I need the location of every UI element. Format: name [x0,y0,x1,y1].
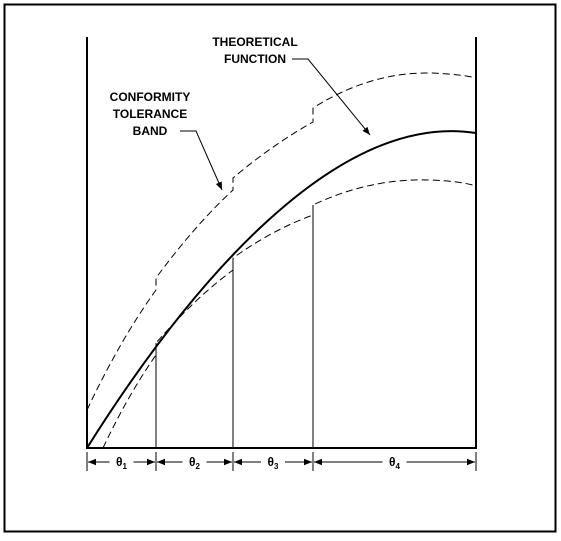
label-line: BAND [133,124,168,138]
interval-label: θ1 [116,455,128,471]
upper-tolerance [86,72,477,411]
interval-symbol: θ [389,455,396,469]
label-line: CONFORMITY [110,90,191,104]
leader-arrow [180,130,223,191]
interval-label: θ4 [389,455,401,471]
label-line: FUNCTION [224,52,286,66]
interval-label: θ2 [189,455,201,471]
interval-subscript: 1 [123,462,128,471]
interval-symbol: θ [268,455,275,469]
interval-subscript: 3 [274,462,279,471]
lower-tolerance [102,179,477,449]
interval-symbol: θ [116,455,123,469]
frame [3,3,557,533]
interval-subscript: 2 [196,462,201,471]
interval-symbol: θ [189,455,196,469]
interval-subscript: 4 [396,462,401,471]
label-line: TOLERANCE [113,107,187,121]
interval-label: θ3 [268,455,280,471]
theoretical-curve [86,130,477,449]
leader-arrow [292,58,371,136]
label-line: THEORETICAL [212,35,297,49]
dimension-lines: θ1 θ2 θ3 θ4 [86,452,477,471]
